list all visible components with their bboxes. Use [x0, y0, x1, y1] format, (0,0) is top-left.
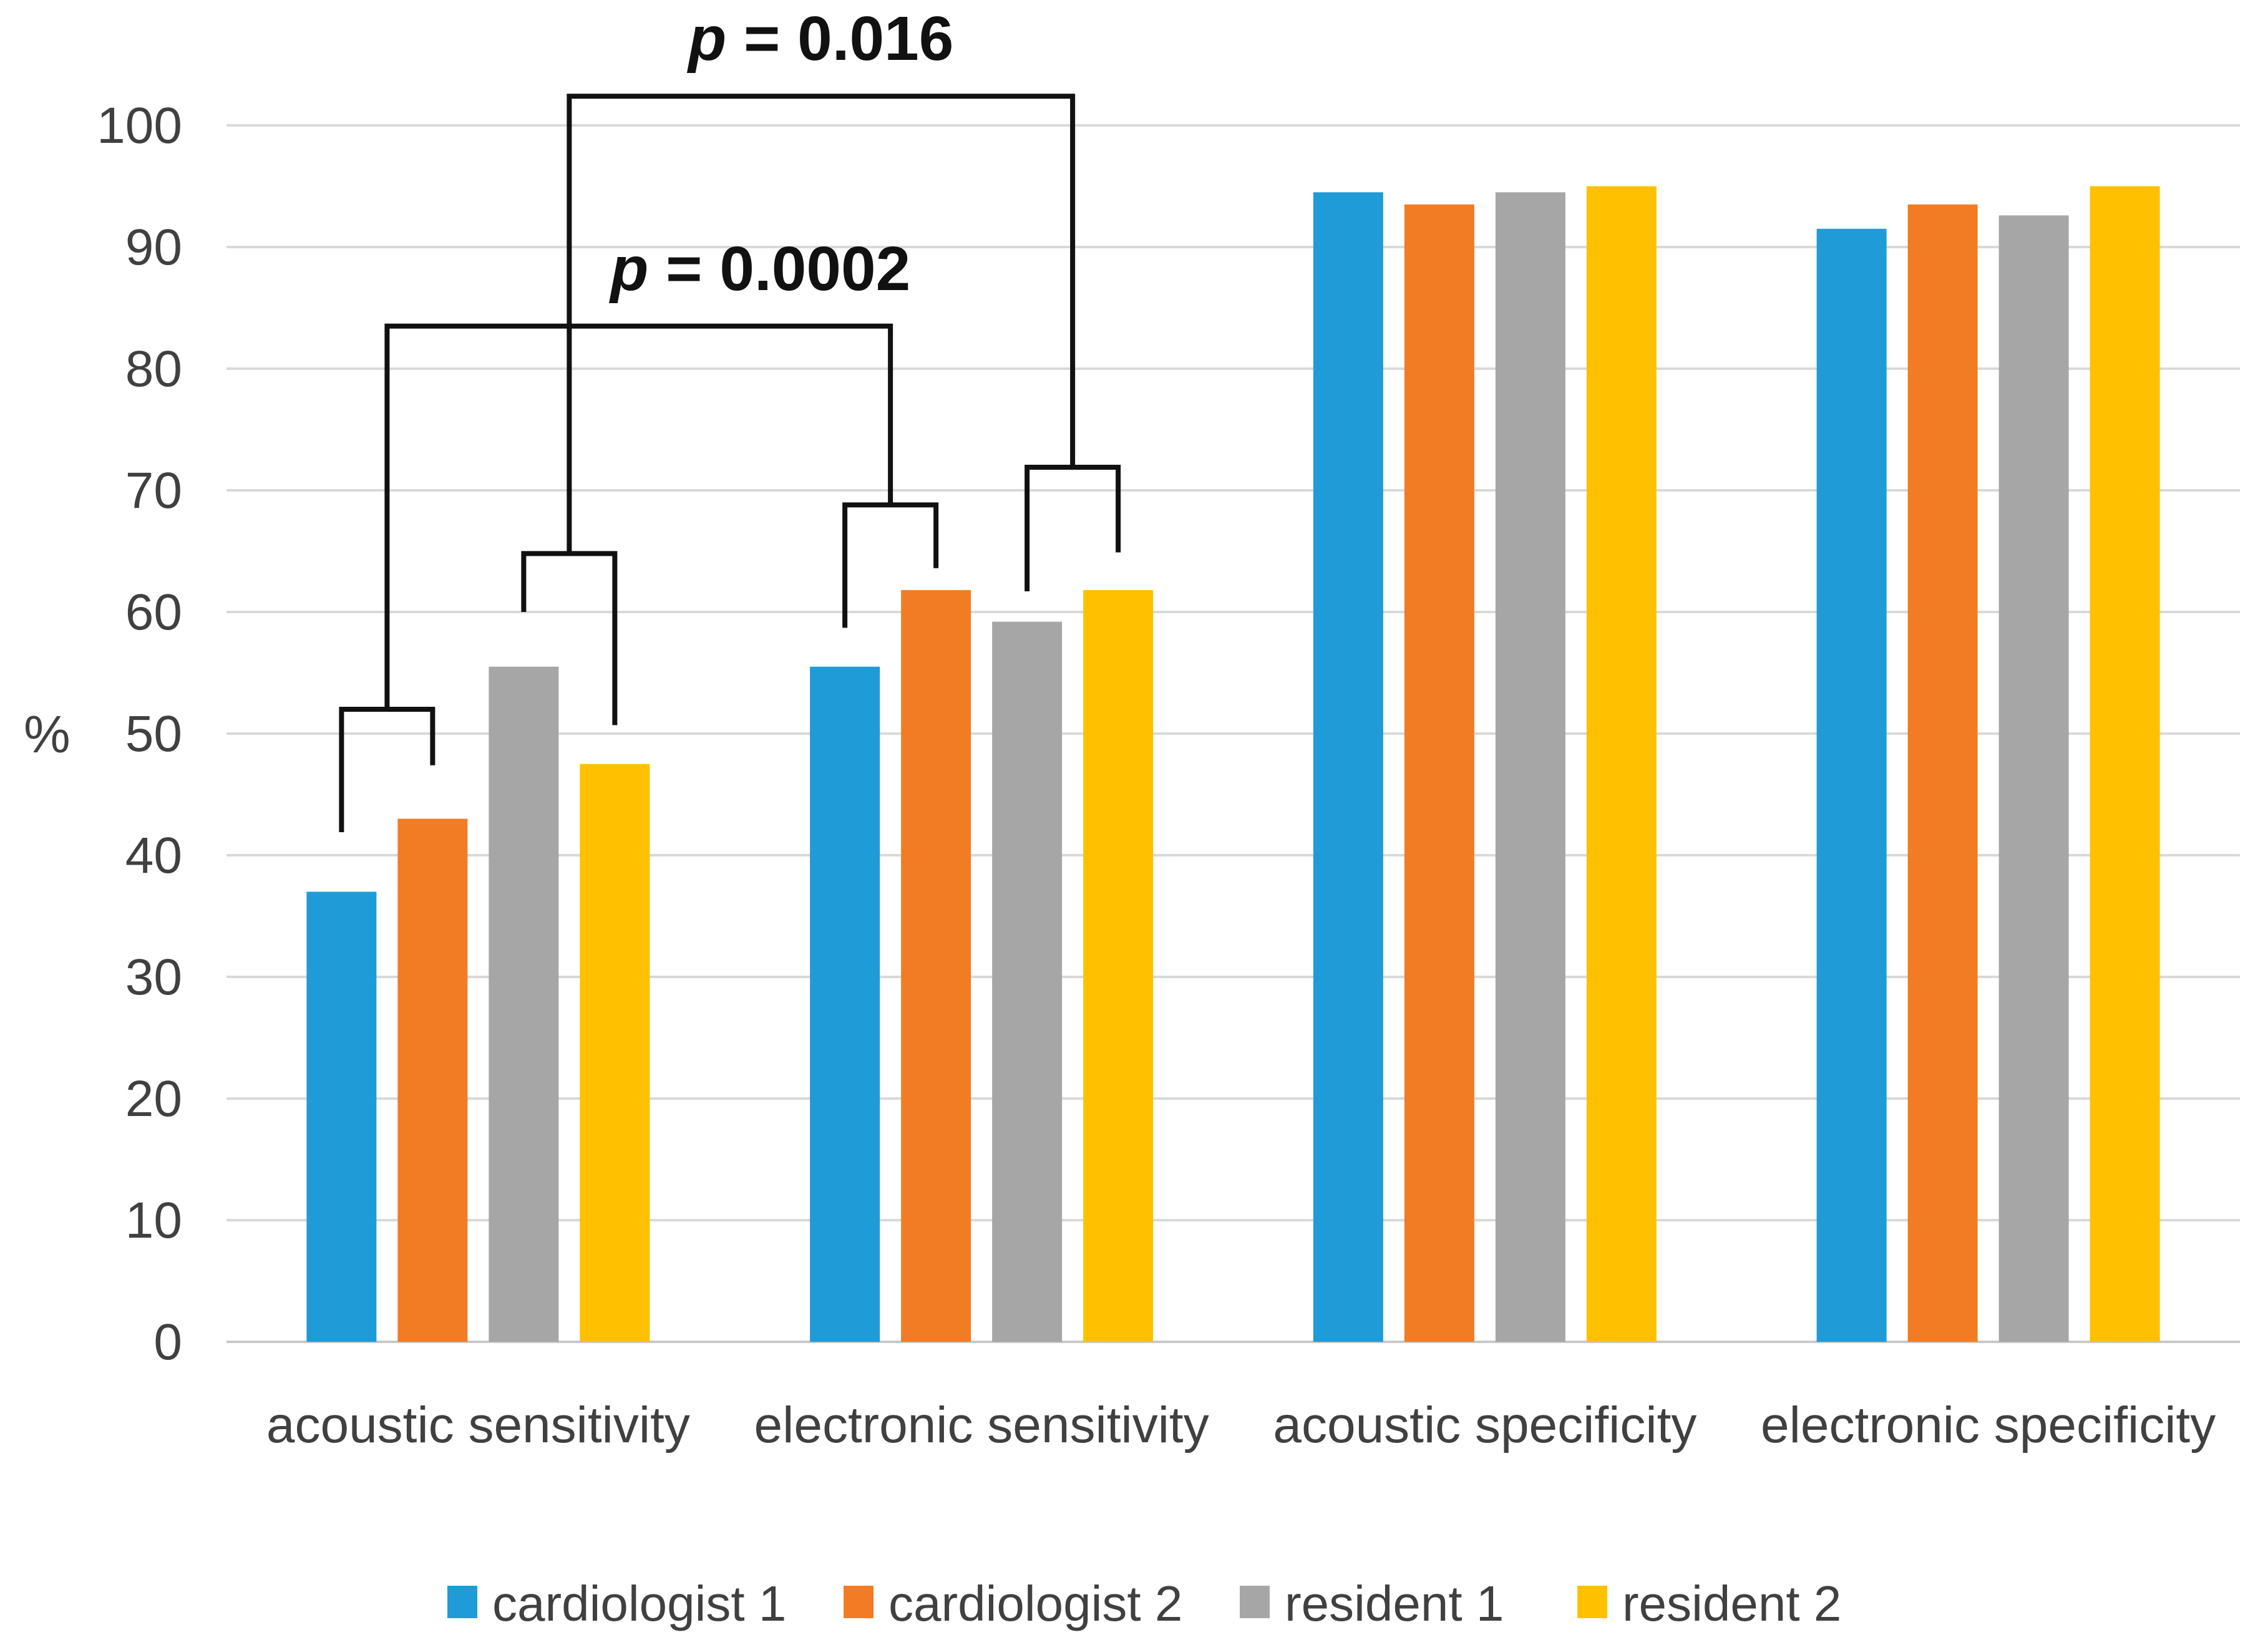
bar-resident-1-electronic-sensitivity — [992, 621, 1063, 1342]
y-axis-tick-label: 0 — [153, 1314, 182, 1371]
legend-label-cardiologist-1: cardiologist 1 — [492, 1576, 786, 1631]
y-axis-title: % — [24, 705, 71, 764]
bar-cardiologist-1-electronic-specificity — [1816, 228, 1887, 1342]
bar-cardiologist-2-acoustic-specificity — [1404, 204, 1474, 1342]
x-axis-category-label: electronic specificity — [1761, 1397, 2216, 1453]
x-axis-category-label: electronic sensitivity — [754, 1397, 1209, 1453]
bar-cardiologist-1-acoustic-specificity — [1313, 192, 1383, 1342]
bar-cardiologist-1-electronic-sensitivity — [810, 666, 880, 1342]
y-axis-tick-label: 60 — [125, 584, 182, 641]
y-axis-tick-label: 70 — [125, 462, 182, 519]
bar-cardiologist-2-electronic-specificity — [1907, 204, 1978, 1342]
bar-resident-2-electronic-specificity — [2090, 186, 2160, 1342]
bar-cardiologist-2-electronic-sensitivity — [901, 590, 971, 1342]
bar-resident-2-electronic-sensitivity — [1083, 590, 1154, 1342]
y-axis-tick-label: 100 — [97, 97, 182, 154]
p-value-label: p = 0.016 — [686, 4, 953, 74]
bar-cardiologist-2-acoustic-sensitivity — [397, 818, 468, 1342]
y-axis-tick-label: 10 — [125, 1192, 182, 1249]
x-axis-category-label: acoustic sensitivity — [266, 1397, 690, 1453]
p-value-label: p = 0.0002 — [608, 234, 910, 304]
bar-resident-1-acoustic-specificity — [1495, 192, 1565, 1342]
bar-resident-2-acoustic-sensitivity — [580, 764, 650, 1342]
legend-label-cardiologist-2: cardiologist 2 — [888, 1576, 1182, 1631]
p-value-bracket — [567, 94, 1076, 554]
bar-resident-1-electronic-specificity — [1998, 215, 2069, 1342]
y-axis-tick-label: 80 — [125, 341, 182, 397]
legend-swatch-resident-1 — [1240, 1586, 1270, 1618]
y-axis-tick-label: 30 — [125, 949, 182, 1006]
bar-cardiologist-1-acoustic-sensitivity — [306, 891, 377, 1342]
y-axis-tick-label: 40 — [125, 827, 182, 884]
bar-resident-2-acoustic-specificity — [1586, 186, 1657, 1342]
x-axis-category-label: acoustic specificity — [1273, 1397, 1696, 1453]
legend-swatch-cardiologist-2 — [844, 1586, 874, 1618]
y-axis-tick-label: 90 — [125, 219, 182, 276]
legend-label-resident-2: resident 2 — [1622, 1576, 1841, 1631]
legend-swatch-resident-2 — [1577, 1586, 1607, 1618]
legend-swatch-cardiologist-1 — [447, 1586, 477, 1618]
y-axis-tick-label: 50 — [125, 706, 182, 762]
y-axis-tick-label: 20 — [125, 1070, 182, 1127]
bar-resident-1-acoustic-sensitivity — [489, 666, 559, 1342]
p-value-bracket — [384, 323, 893, 709]
legend-label-resident-1: resident 1 — [1285, 1576, 1504, 1631]
